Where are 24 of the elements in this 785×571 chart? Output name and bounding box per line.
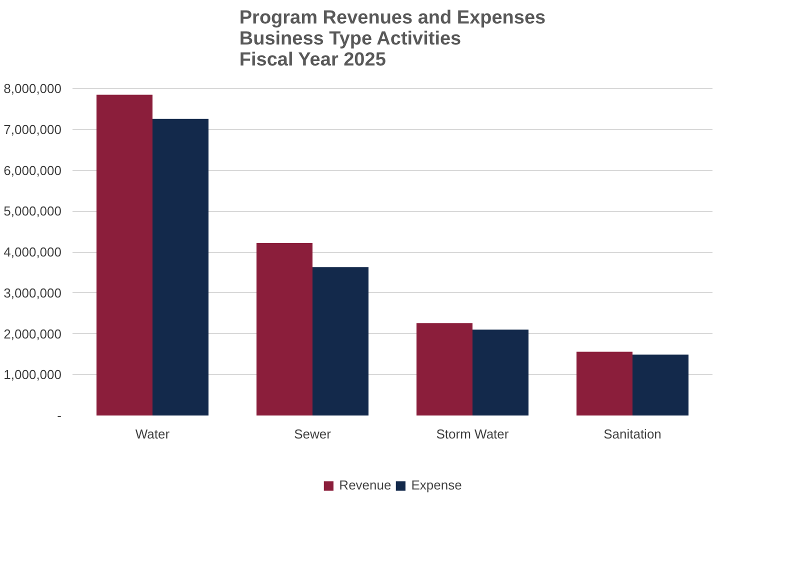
bar (576, 352, 632, 416)
y-tick-label: 1,000,000 (4, 367, 62, 382)
chart-title: Program Revenues and Expenses Business Type Activities Fiscal Year 2025 (239, 8, 546, 70)
y-tick-label: 8,000,000 (4, 81, 62, 96)
bar (416, 323, 472, 416)
bar (632, 354, 688, 416)
y-tick-label: 3,000,000 (4, 285, 62, 300)
bar (256, 243, 312, 416)
legend-label: Revenue (339, 478, 392, 492)
x-tick-label: Sewer (294, 426, 332, 442)
y-tick-label: 5,000,000 (4, 204, 62, 219)
y-tick-label: - (57, 408, 62, 423)
y-tick-label: 4,000,000 (4, 244, 62, 260)
y-tick-label: 6,000,000 (4, 162, 62, 178)
y-tick-label: 2,000,000 (4, 326, 62, 342)
y-tick-label: 7,000,000 (4, 122, 62, 137)
bar (472, 330, 528, 416)
x-tick-label: Sanitation (604, 426, 662, 442)
x-tick-label: Storm Water (436, 426, 510, 442)
bar (96, 94, 152, 416)
bar (152, 118, 208, 416)
legend-label: Expense (411, 478, 462, 492)
bar (312, 267, 368, 416)
x-tick-label: Water (135, 426, 170, 442)
